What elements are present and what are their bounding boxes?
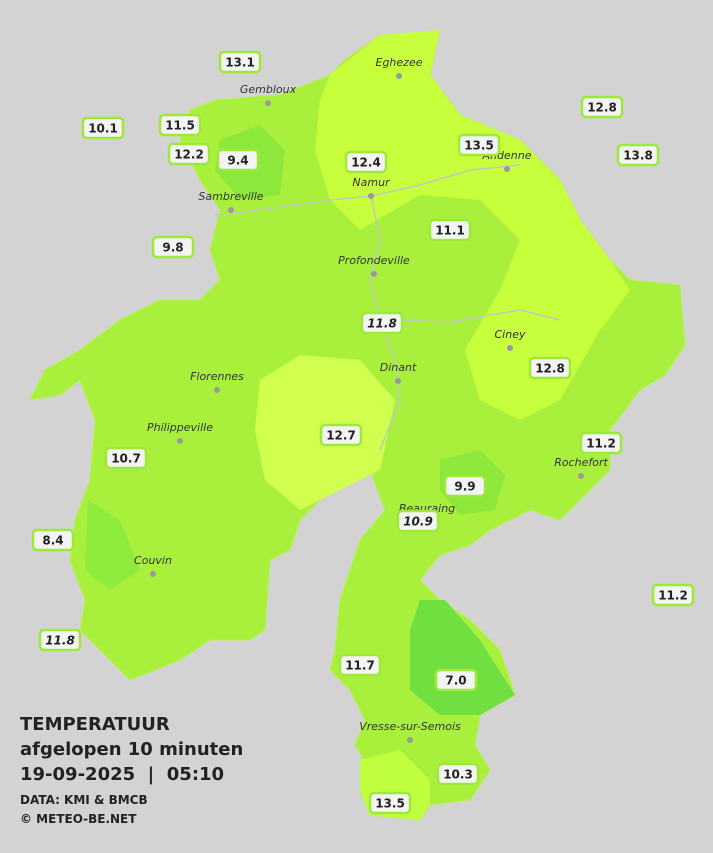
city-dot [177, 438, 183, 444]
station-box [579, 431, 623, 455]
station-value: 10.3 [443, 768, 473, 782]
city-label: Rochefort [554, 456, 608, 469]
station-box [360, 311, 404, 335]
city-label: Ciney [495, 328, 526, 341]
station-box [338, 653, 382, 677]
station-box [436, 762, 480, 786]
station-box [344, 150, 388, 174]
station-box [218, 50, 262, 74]
station-box [443, 474, 487, 498]
station-value: 11.2 [658, 589, 688, 603]
city-label: Couvin [134, 554, 172, 567]
city-dot [371, 271, 377, 277]
city-dot [504, 166, 510, 172]
city-label: Eghezee [376, 56, 423, 69]
station-box [368, 791, 412, 815]
city-dot [228, 207, 234, 213]
station-value: 8.4 [42, 534, 63, 548]
station-box [528, 356, 572, 380]
station-value: 11.1 [435, 224, 465, 238]
city-label: Namur [352, 176, 391, 189]
station-box [38, 628, 82, 652]
station-box [428, 218, 472, 242]
station-value: 7.0 [445, 674, 466, 688]
subtitle: afgelopen 10 minuten [20, 739, 243, 760]
station-value: 10.9 [403, 515, 433, 529]
city-dot [214, 387, 220, 393]
city-dot [396, 73, 402, 79]
station-value: 12.4 [351, 156, 381, 170]
city-dot [368, 193, 374, 199]
city-label: Philippeville [147, 421, 213, 434]
station-value: 10.1 [88, 122, 118, 136]
station-box [151, 235, 195, 259]
city-label: Sambreville [198, 190, 263, 203]
station-value: 12.7 [326, 429, 356, 443]
station-value: 11.8 [45, 634, 75, 648]
city-dot [150, 571, 156, 577]
copyright: © METEO-BE.NET [20, 812, 137, 826]
station-value: 13.5 [464, 139, 494, 153]
station-value: 11.7 [345, 659, 375, 673]
source: DATA: KMI & BMCB [20, 793, 148, 807]
station-value: 10.7 [111, 452, 141, 466]
station-value: 12.8 [535, 362, 565, 376]
city-label: Florennes [190, 370, 244, 383]
city-label: Gembloux [240, 83, 297, 96]
cool-zone [85, 500, 140, 590]
station-box [651, 583, 695, 607]
station-box [216, 148, 260, 172]
datetime: 19-09-2025 | 05:10 [20, 764, 224, 785]
station-box [81, 116, 125, 140]
station-box [158, 113, 202, 137]
city-label: Vresse-sur-Semois [359, 720, 461, 733]
station-box [396, 509, 440, 533]
station-value: 13.8 [623, 149, 653, 163]
city-dot [265, 100, 271, 106]
station-value: 9.4 [227, 154, 248, 168]
station-value: 9.8 [162, 241, 183, 255]
station-value: 12.2 [174, 148, 204, 162]
station-value: 13.1 [225, 56, 255, 70]
station-box [104, 446, 148, 470]
station-box [616, 143, 660, 167]
warm-zone [315, 30, 630, 420]
station-value: 12.8 [587, 101, 617, 115]
station-box [31, 528, 75, 552]
city-label: Dinant [380, 361, 417, 374]
station-box [434, 668, 478, 692]
city-dot [407, 737, 413, 743]
station-value: 11.5 [165, 119, 195, 133]
station-box [580, 95, 624, 119]
station-value: 11.2 [586, 437, 616, 451]
station-box [319, 423, 363, 447]
city-dot [578, 473, 584, 479]
station-box [457, 133, 501, 157]
title: TEMPERATUUR [20, 714, 170, 735]
station-value: 11.8 [367, 317, 397, 331]
city-dot [395, 378, 401, 384]
station-value: 13.5 [375, 797, 405, 811]
station-box [167, 142, 211, 166]
city-label: Profondeville [338, 254, 410, 267]
city-dot [507, 345, 513, 351]
station-value: 9.9 [454, 480, 475, 494]
